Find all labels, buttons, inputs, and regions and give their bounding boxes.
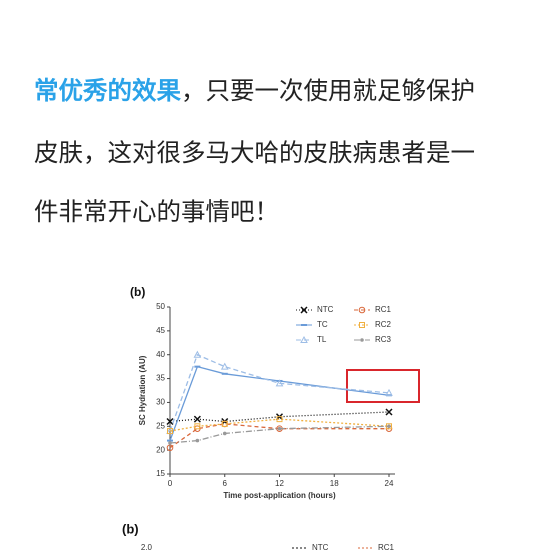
x-tick-label: 18 bbox=[330, 479, 339, 488]
y-tick-label: 50 bbox=[156, 302, 165, 311]
marker bbox=[166, 417, 174, 426]
x-axis-label: Time post-application (hours) bbox=[223, 491, 336, 500]
legend-label: NTC bbox=[312, 543, 329, 550]
legend-label: RC3 bbox=[375, 335, 392, 344]
marker bbox=[166, 444, 174, 452]
marker bbox=[387, 424, 391, 429]
text-line: 件非常开心的事情吧！ bbox=[34, 197, 279, 226]
marker bbox=[194, 423, 201, 430]
marker bbox=[385, 408, 393, 416]
y-tick-label: 35 bbox=[156, 374, 165, 383]
y-axis-label: SC Hydration (AU) bbox=[138, 355, 147, 425]
y-tick-label: 25 bbox=[156, 421, 165, 430]
highlight-box bbox=[346, 369, 420, 403]
legend-label: RC1 bbox=[378, 543, 395, 550]
marker bbox=[385, 388, 393, 396]
marker bbox=[300, 306, 308, 314]
x-tick-label: 12 bbox=[275, 479, 284, 488]
marker bbox=[195, 438, 200, 443]
y-tick-label: 45 bbox=[156, 326, 165, 335]
text: ，只要一次使用就足够保护 bbox=[181, 76, 475, 105]
marker bbox=[360, 338, 364, 342]
marker bbox=[167, 428, 173, 435]
text-line: 常优秀的效果，只要一次使用就足够保护 bbox=[34, 72, 475, 107]
x-tick-label: 6 bbox=[223, 479, 228, 488]
marker bbox=[300, 335, 308, 343]
legend-label: TC bbox=[317, 320, 328, 329]
marker bbox=[193, 415, 201, 423]
marker bbox=[358, 306, 366, 314]
marker bbox=[220, 362, 229, 370]
highlight: 常优秀的效果 bbox=[34, 76, 181, 105]
y-tick-label: 15 bbox=[156, 469, 165, 478]
x-tick-label: 0 bbox=[168, 479, 173, 488]
legend-label: TL bbox=[317, 335, 327, 344]
marker bbox=[277, 426, 282, 431]
y-tick-label: 20 bbox=[156, 445, 165, 454]
marker bbox=[222, 431, 227, 436]
series-line bbox=[169, 353, 390, 432]
x-tick-label: 24 bbox=[385, 479, 394, 488]
series-line bbox=[169, 423, 389, 449]
marker bbox=[359, 322, 365, 328]
panel-label: (b) bbox=[122, 521, 139, 536]
marker bbox=[168, 441, 172, 445]
marker bbox=[275, 379, 284, 387]
legend-label: RC1 bbox=[375, 305, 392, 314]
marker bbox=[221, 420, 228, 427]
y-tick-label: 40 bbox=[156, 350, 165, 359]
marker bbox=[276, 416, 283, 423]
y-tick-label: 2.0 bbox=[141, 543, 153, 550]
panel-label: (b) bbox=[130, 285, 145, 299]
legend-label: RC2 bbox=[375, 320, 392, 329]
text-line: 皮肤，这对很多马大哈的皮肤病患者是一 bbox=[34, 138, 475, 167]
y-tick-label: 30 bbox=[156, 398, 165, 407]
marker bbox=[193, 350, 202, 358]
legend-label: NTC bbox=[317, 305, 334, 314]
